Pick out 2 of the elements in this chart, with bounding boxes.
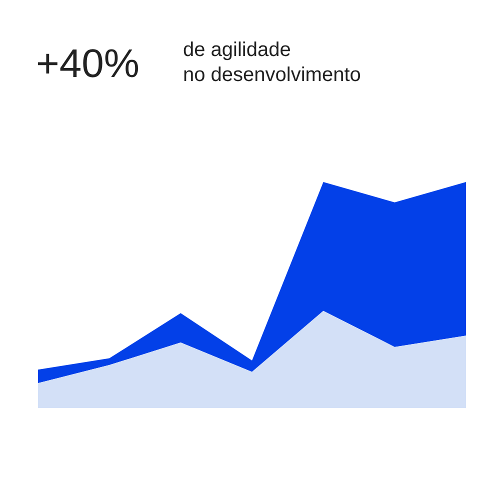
chart-subtitle: de agilidade no desenvolvimento [183,38,362,88]
chart-title: +40% [36,41,140,88]
